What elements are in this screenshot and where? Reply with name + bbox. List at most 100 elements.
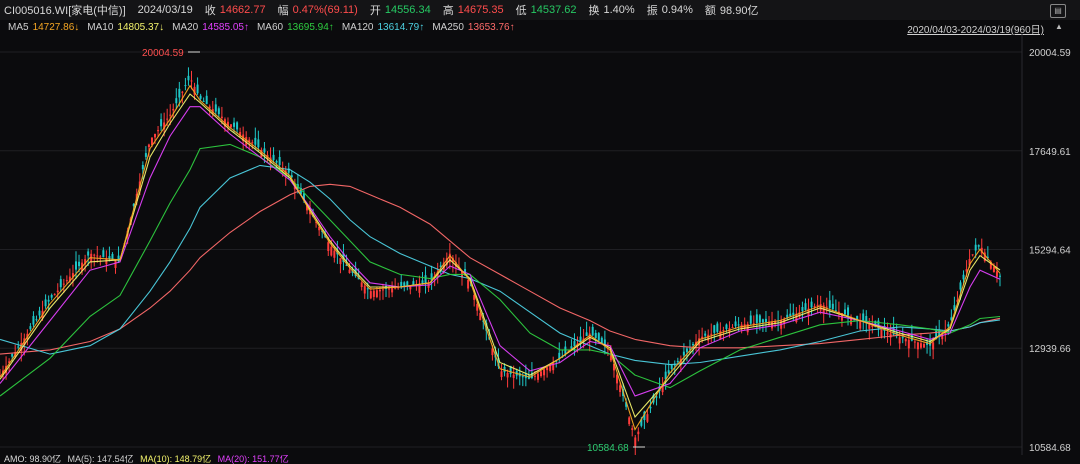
ma120-label: MA120 bbox=[341, 21, 374, 33]
candle-body bbox=[977, 245, 980, 247]
candle-body bbox=[147, 144, 150, 148]
candle-body bbox=[394, 287, 397, 289]
candle-body bbox=[178, 88, 181, 98]
amplitude-value: 0.94% bbox=[661, 4, 693, 16]
candle-body bbox=[692, 343, 695, 346]
candle-body bbox=[50, 294, 53, 298]
candle-body bbox=[995, 271, 998, 277]
open-label: 开 bbox=[369, 5, 381, 17]
candle-body bbox=[272, 154, 275, 161]
candle-body bbox=[366, 288, 369, 290]
change-value: 0.47%(69.11) bbox=[292, 4, 358, 16]
candle-body bbox=[616, 374, 619, 384]
index-code[interactable]: CI005016.WI[家电(中信)] bbox=[4, 5, 126, 17]
candle-body bbox=[634, 437, 637, 447]
candle-body bbox=[278, 156, 281, 166]
low-label: 低 bbox=[515, 5, 527, 17]
candle-body bbox=[792, 312, 795, 315]
candle-body bbox=[360, 282, 363, 287]
candle-body bbox=[205, 95, 208, 104]
candle-body bbox=[181, 91, 184, 93]
candle-body bbox=[716, 323, 719, 332]
candle-body bbox=[330, 246, 333, 256]
ma-line-ma5 bbox=[0, 84, 1001, 431]
candle-body bbox=[117, 255, 120, 262]
candle-body bbox=[637, 431, 640, 435]
candle-body bbox=[445, 258, 448, 266]
candle-body bbox=[907, 339, 910, 349]
candle-body bbox=[552, 363, 555, 371]
y-tick-label: 17649.61 bbox=[1029, 147, 1071, 158]
candle-body bbox=[65, 280, 68, 282]
candle-body bbox=[603, 339, 606, 346]
candle-body bbox=[767, 321, 770, 325]
table-icon[interactable]: ▤ bbox=[1050, 4, 1066, 18]
candle-body bbox=[157, 130, 160, 132]
candle-body bbox=[309, 211, 312, 215]
candle-body bbox=[947, 324, 950, 327]
candle-body bbox=[713, 325, 716, 333]
candle-body bbox=[953, 305, 956, 310]
candle-body bbox=[889, 333, 892, 338]
candle-body bbox=[573, 341, 576, 347]
candle-body bbox=[649, 406, 652, 409]
candle-body bbox=[418, 284, 421, 293]
candle-body bbox=[752, 323, 755, 325]
candle-body bbox=[761, 319, 764, 323]
candle-body bbox=[579, 336, 582, 342]
amount-value: 98.90亿 bbox=[719, 5, 759, 17]
candle-body bbox=[333, 250, 336, 258]
y-tick-label: 12939.66 bbox=[1029, 344, 1071, 355]
price-candles bbox=[0, 67, 1001, 455]
candle-body bbox=[950, 317, 953, 321]
candle-body bbox=[862, 313, 865, 322]
candle-body bbox=[989, 261, 992, 269]
candle-body bbox=[132, 203, 135, 207]
candle-body bbox=[962, 274, 965, 280]
candle-body bbox=[798, 312, 801, 317]
volume-stats: AMO: 98.90亿 MA(5): 147.54亿 MA(10): 148.7… bbox=[0, 455, 1080, 464]
candle-body bbox=[71, 273, 74, 278]
candle-body bbox=[53, 294, 56, 296]
candle-body bbox=[825, 306, 828, 308]
candle-body bbox=[810, 301, 813, 308]
candle-body bbox=[901, 337, 904, 339]
ma60-value: 13695.94↑ bbox=[287, 21, 334, 33]
candle-body bbox=[582, 338, 585, 341]
candle-body bbox=[169, 114, 172, 116]
collapse-arrow-icon[interactable]: ▲ bbox=[1055, 22, 1063, 31]
candle-body bbox=[597, 333, 600, 341]
candle-body bbox=[935, 330, 938, 340]
candle-body bbox=[388, 288, 391, 290]
date-range[interactable]: 2020/04/03-2024/03/19(960日) bbox=[907, 25, 1044, 36]
candle-body bbox=[500, 371, 503, 378]
candle-body bbox=[144, 153, 147, 157]
candle-body bbox=[287, 168, 290, 173]
candle-body bbox=[62, 283, 65, 285]
candle-body bbox=[102, 250, 105, 258]
ma20-value: 14585.05↑ bbox=[202, 21, 249, 33]
candle-body bbox=[786, 314, 789, 318]
candle-body bbox=[801, 306, 804, 312]
candle-body bbox=[175, 98, 178, 104]
close-value: 14662.77 bbox=[219, 4, 266, 16]
candle-body bbox=[664, 371, 667, 380]
open-value: 14556.34 bbox=[384, 4, 431, 16]
candle-body bbox=[834, 310, 837, 312]
turnover-value: 1.40% bbox=[603, 4, 635, 16]
candle-body bbox=[640, 419, 643, 426]
candle-body bbox=[193, 86, 196, 95]
candle-body bbox=[536, 373, 539, 380]
candle-body bbox=[667, 370, 670, 374]
candle-body bbox=[269, 157, 272, 164]
candle-body bbox=[454, 262, 457, 267]
ma5-label: MA5 bbox=[8, 21, 29, 33]
ma20-label: MA20 bbox=[172, 21, 199, 33]
candle-body bbox=[959, 282, 962, 290]
candle-body bbox=[707, 334, 710, 341]
candle-body bbox=[96, 255, 99, 257]
candle-body bbox=[983, 252, 986, 261]
candle-body bbox=[704, 333, 707, 336]
candle-body bbox=[351, 270, 354, 273]
candle-body bbox=[257, 139, 260, 148]
